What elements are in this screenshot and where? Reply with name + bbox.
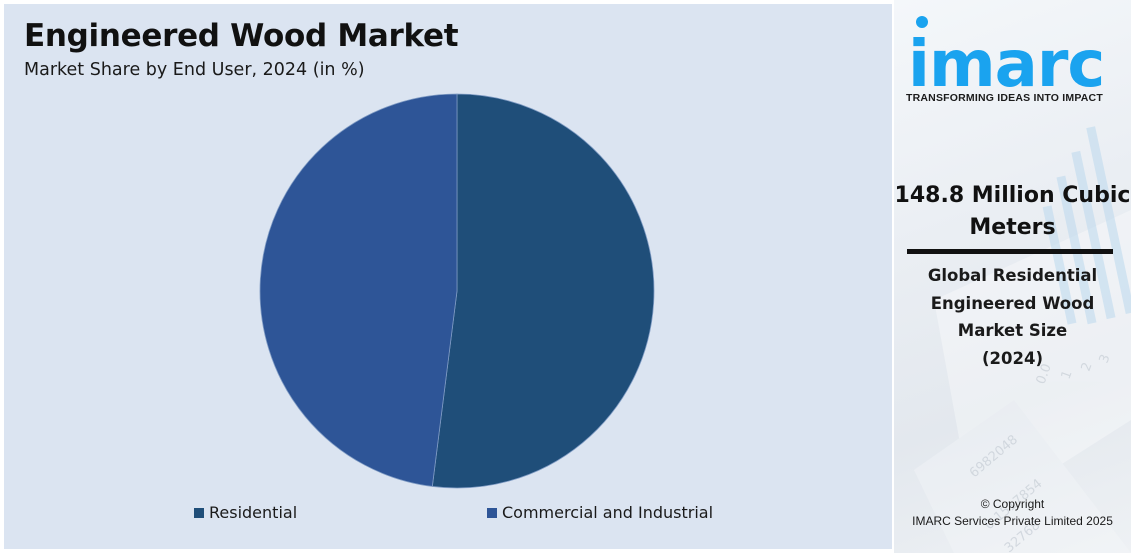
svg-text:0.0: 0.0 [1034, 362, 1055, 387]
legend-item-commercial-industrial[interactable]: Commercial and Industrial [487, 503, 713, 522]
metric-label-line: Global Residential [927, 266, 1098, 285]
background-chart-decoration: 0.0 1 2 3 6982048 0.1517854 32768 [914, 126, 1131, 553]
copyright-line-2: IMARC Services Private Limited 2025 [912, 514, 1113, 528]
legend-label: Commercial and Industrial [502, 503, 714, 522]
metric-line-2: Meters [969, 215, 1056, 240]
chart-legend: Residential Commercial and Industrial [4, 503, 892, 527]
pie-slice-commercial-and-industrial[interactable] [259, 93, 458, 487]
market-size-label: Global Residential Engineered Wood Marke… [894, 262, 1131, 372]
brand-tagline: TRANSFORMING IDEAS INTO IMPACT [906, 92, 1103, 104]
metric-line-1: 148.8 Million Cubic [894, 183, 1131, 208]
imarc-logo: imarc [908, 16, 1105, 102]
legend-swatch-residential [194, 507, 204, 518]
legend-label: Residential [209, 503, 298, 522]
copyright: © Copyright IMARC Services Private Limit… [894, 496, 1131, 530]
metric-label-line: (2024) [981, 348, 1043, 368]
legend-item-residential[interactable]: Residential [194, 503, 297, 522]
chart-title: Engineered Wood Market [24, 18, 459, 54]
copyright-line-1: © Copyright [980, 497, 1045, 511]
metric-label-line: Engineered Wood [930, 293, 1095, 313]
side-panel: 0.0 1 2 3 6982048 0.1517854 32768 imarc … [894, 0, 1131, 553]
metric-label-line: Market Size [957, 321, 1068, 340]
pie-chart [259, 93, 655, 489]
divider-rule [907, 249, 1113, 254]
svg-text:imarc: imarc [908, 28, 1104, 102]
market-size-value: 148.8 Million Cubic Meters [894, 180, 1131, 244]
logo-dot-icon [916, 16, 928, 28]
pie-slice-residential[interactable] [431, 93, 655, 489]
legend-swatch-commercial-industrial [487, 507, 497, 518]
chart-subtitle: Market Share by End User, 2024 (in %) [24, 60, 365, 80]
chart-panel: Engineered Wood Market Market Share by E… [4, 4, 892, 549]
